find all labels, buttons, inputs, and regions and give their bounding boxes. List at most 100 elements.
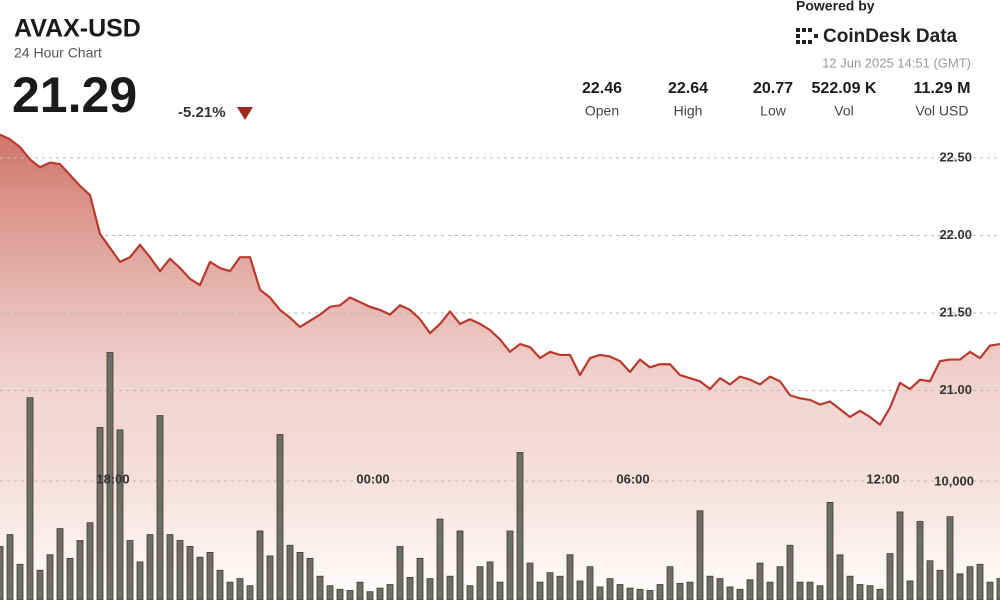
volume-bar [516,452,524,600]
volume-bar [6,534,14,600]
y-tick-label: 22.50 [939,149,972,164]
volume-bar [796,581,804,600]
volume-bar [716,578,724,600]
volume-bar [366,591,374,600]
volume-bar [236,578,244,600]
volume-bar [446,575,454,600]
volume-bar [0,546,4,600]
volume-bar [756,562,764,600]
y-tick-label: 22.00 [939,227,972,242]
volume-bar [336,588,344,600]
volume-bar [556,575,564,600]
volume-bar [276,434,284,600]
stat-label: Low [760,103,787,119]
down-arrow [237,107,253,120]
volume-bar [786,544,794,600]
change: -5.21% [178,104,226,121]
volume-bar [76,540,84,600]
volume-bar [746,579,754,600]
volume-bar [656,584,664,600]
volume-bar [976,563,984,600]
volume-bar [306,557,314,600]
volume-bar [86,522,94,600]
volume-bar [176,540,184,600]
volume-bar [876,588,884,600]
stat-label: Vol USD [916,103,969,119]
volume-bar [606,578,614,600]
stat-value: 22.46 [582,80,622,97]
volume-bar [36,569,44,600]
volume-bar [166,534,174,600]
symbol: AVAX-USD [14,15,141,43]
volume-bar [686,581,694,600]
volume-bar [416,557,424,600]
volume-bar [666,566,674,600]
volume-bar [126,540,134,600]
volume-bar [936,569,944,600]
price: 21.29 [12,67,137,123]
stat-value: 22.64 [668,80,708,97]
volume-bar [896,511,904,600]
volume-bar [296,552,304,600]
subtitle: 24 Hour Chart [14,45,102,61]
x-tick-label: 18:00 [96,471,129,486]
volume-bar [476,566,484,600]
volume-bar [576,580,584,600]
volume-bar [886,553,894,600]
plot-area: 21.00 21.50 22.00 22.50 10,000 18:00 00:00 06:0… [0,133,1000,600]
stat-label: Open [585,103,619,119]
y-tick-label: 21.50 [939,304,972,319]
stat-value: 522.09 K [812,80,877,97]
volume-bar [996,578,1000,600]
volume-bar [66,557,74,600]
volume-bar [466,585,474,600]
volume-bar [156,415,164,600]
volume-bar [96,427,104,600]
volume-bar [286,544,294,600]
volume-bar [456,530,464,600]
brand: CoinDesk Data [823,26,958,47]
volume-bar [916,521,924,600]
stat-value: 11.29 M [914,80,971,97]
y-tick-label: 21.00 [939,382,972,397]
x-tick-label: 06:00 [616,471,649,486]
volume-bar [696,510,704,600]
volume-bar [926,560,934,600]
header: AVAX-USD 24 Hour Chart 21.29 -5.21% Powe… [12,0,971,123]
volume-bar [776,566,784,600]
volume-bar [866,585,874,600]
volume-bar [16,563,24,600]
volume-bar [596,586,604,600]
volume-bar [406,576,414,600]
volume-bar [826,502,834,600]
stat-label: High [674,103,703,119]
volume-bar [836,554,844,600]
volume-bar [506,530,514,600]
volume-bar [646,590,654,600]
volume-bar [766,581,774,600]
volume-bar [186,546,194,600]
volume-bar [586,566,594,600]
volume-bar [496,581,504,600]
volume-bar [256,530,264,600]
x-tick-label: 00:00 [356,471,389,486]
volume-bar [206,552,214,600]
x-tick-label: 12:00 [866,471,899,486]
stat-label: Vol [834,103,853,119]
volume-bar [856,584,864,600]
volume-bar [626,587,634,600]
volume-bar [806,581,814,600]
volume-bar [196,556,204,600]
y2-tick-label: 10,000 [934,473,974,488]
volume-bar [146,534,154,600]
volume-bar [486,561,494,600]
volume-bar [946,516,954,600]
volume-bar [636,588,644,600]
volume-bar [106,352,114,600]
powered-by: Powered by [796,0,875,14]
price-area [0,134,1000,600]
volume-bar [56,528,64,600]
volume-bar [526,562,534,600]
volume-bar [546,572,554,600]
